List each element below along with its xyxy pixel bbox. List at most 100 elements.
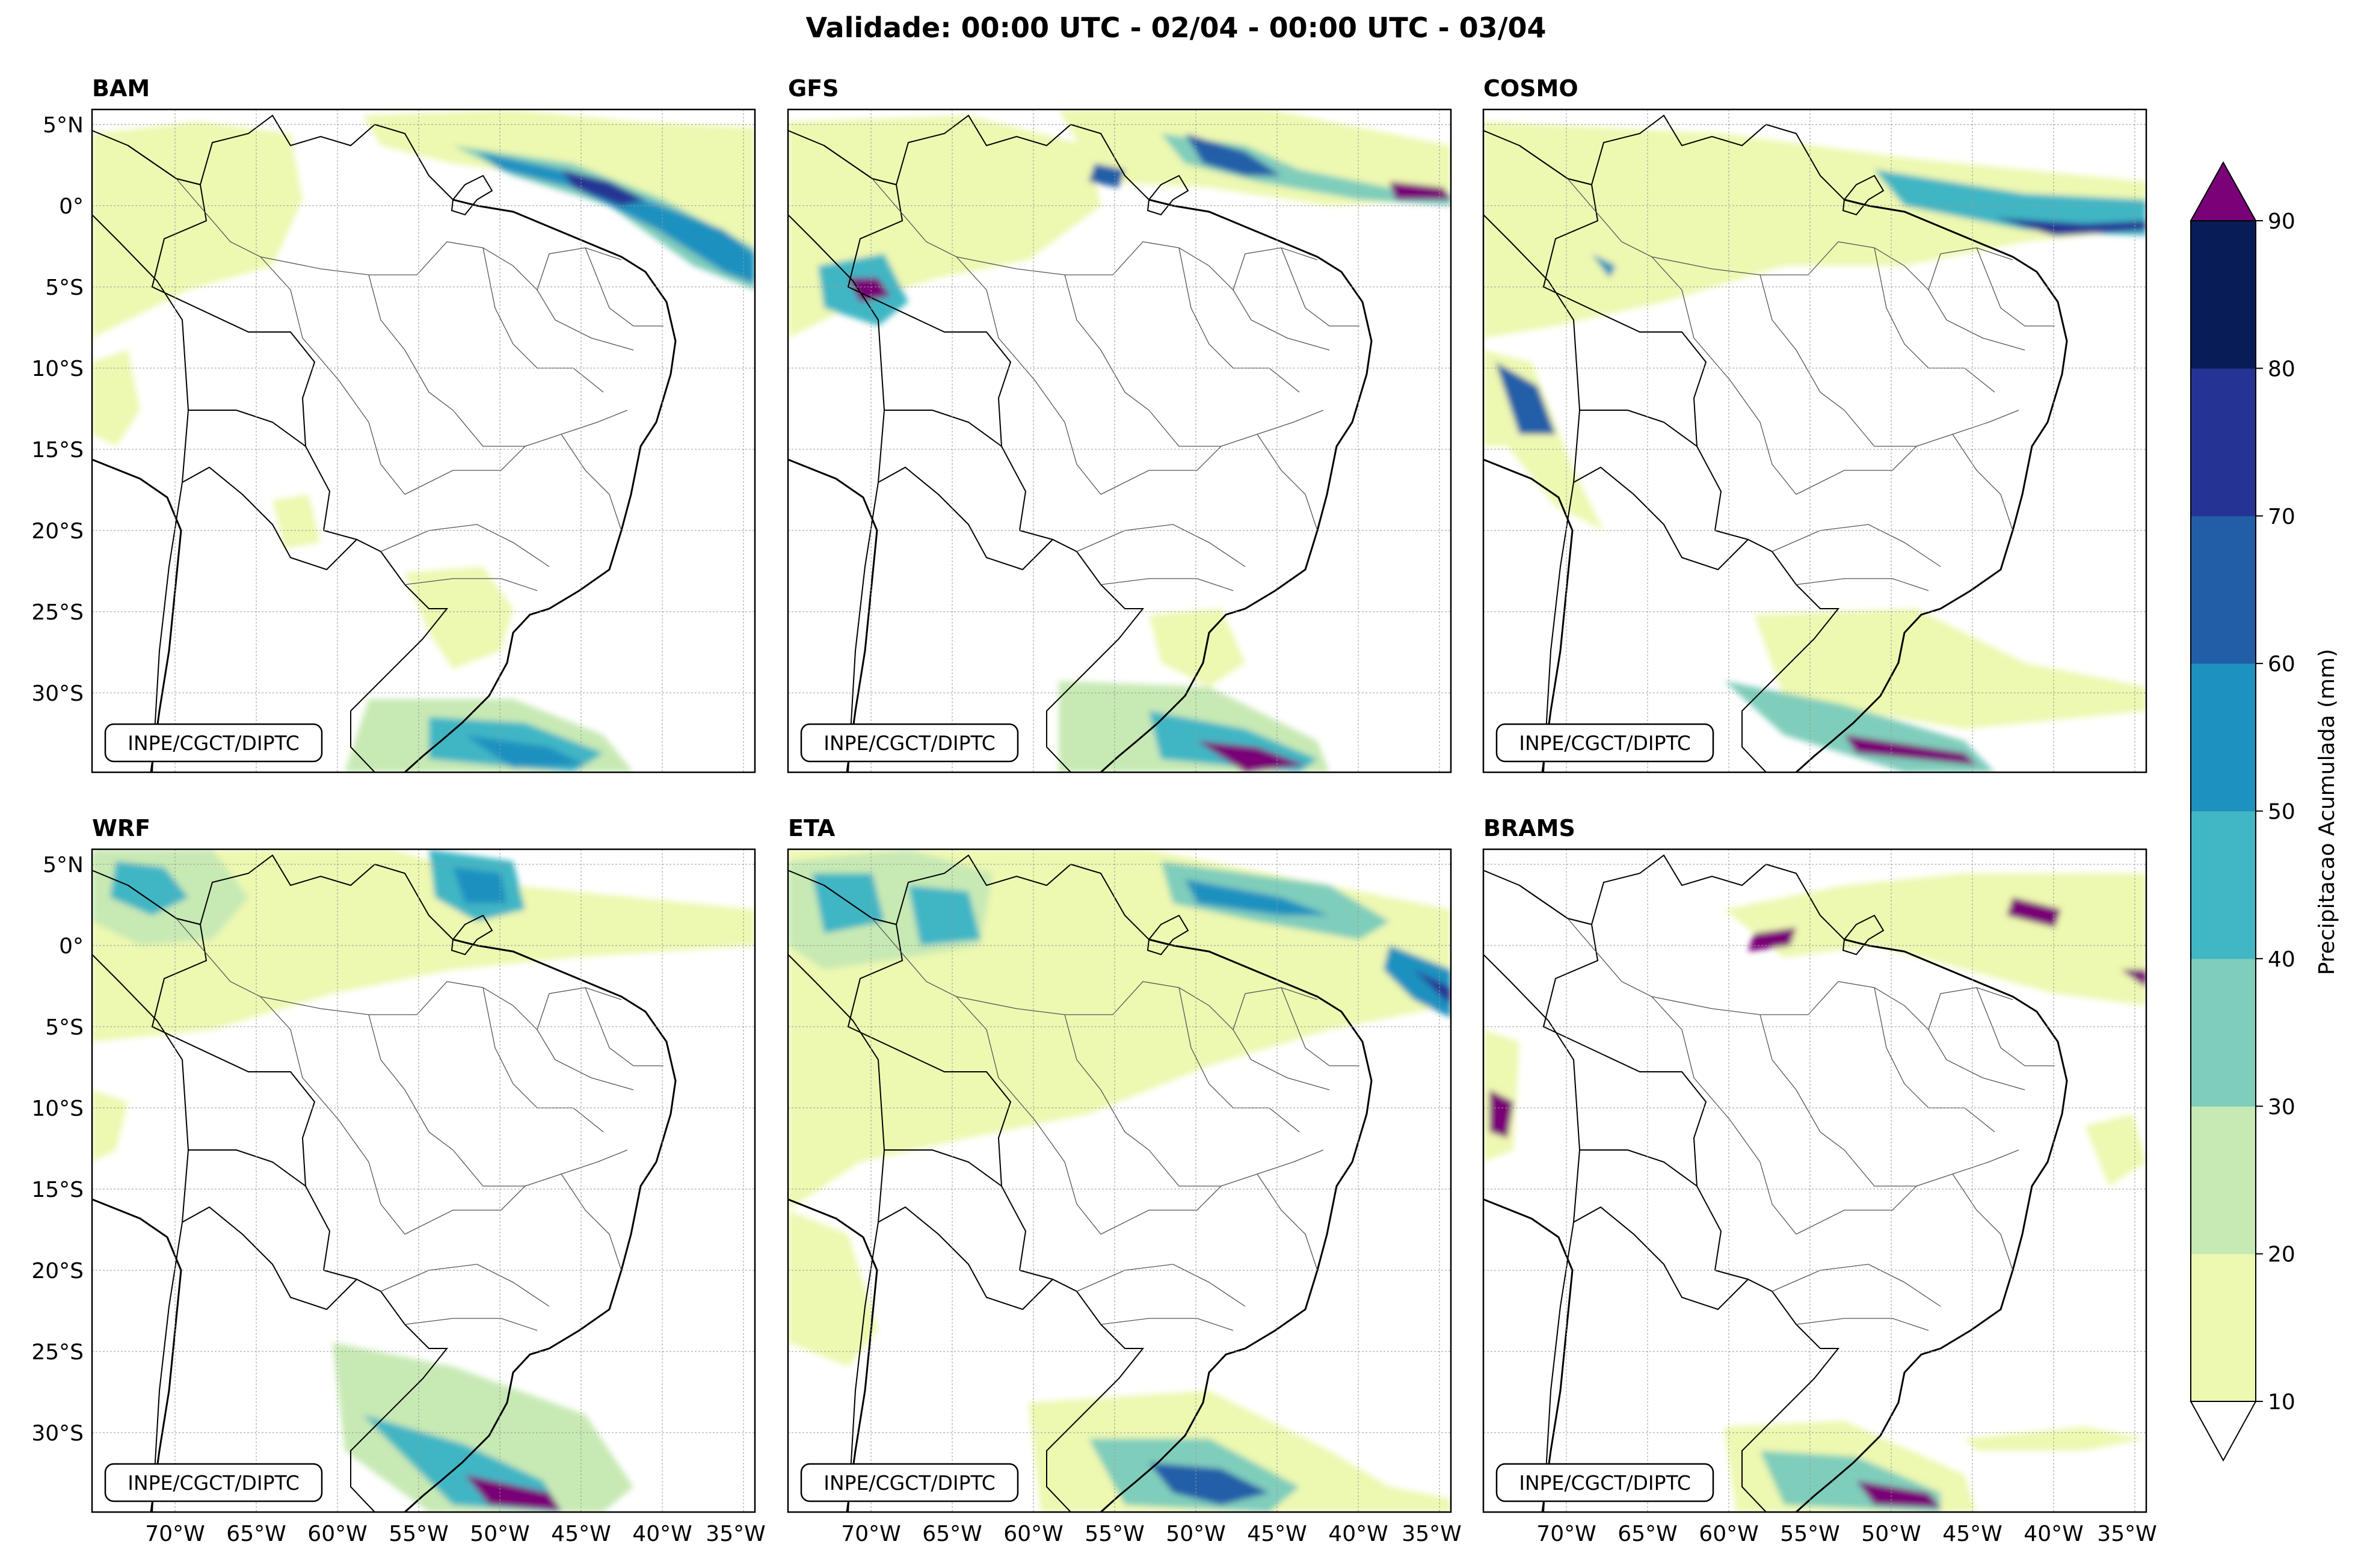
lon-tick-label: 40°W	[2024, 1522, 2083, 1546]
colorbar-band	[2191, 515, 2256, 664]
lat-tick-label: 5°S	[45, 1015, 84, 1040]
credit-box: INPE/CGCT/DIPTC	[800, 723, 1019, 763]
lon-axis: 70°W 65°W 60°W 55°W 50°W 45°W 40°W 35°W	[1536, 1522, 2156, 1546]
lon-tick-label: 70°W	[841, 1522, 900, 1546]
credit-box: INPE/CGCT/DIPTC	[104, 723, 323, 763]
lat-tick-label: 20°S	[31, 1259, 84, 1284]
lat-tick-label: 30°S	[31, 1421, 84, 1446]
colorbar-band	[2191, 368, 2256, 517]
lat-tick-label: 0°	[59, 934, 84, 959]
lon-tick-label: 70°W	[145, 1522, 205, 1546]
colorbar-label: Precipitacao Acumulada (mm)	[2315, 649, 2339, 976]
lon-tick-label: 50°W	[1861, 1522, 1921, 1546]
map-panel-bam: BAM INPE/CGCT/DIPTC 5°N 0	[31, 75, 756, 773]
colorbar-tick-label: 50	[2268, 800, 2295, 825]
lat-axis: 5°N 0° 5°S 10°S 15°S 20°S 25°S 30°S	[31, 853, 84, 1446]
lon-tick-label: 60°W	[1003, 1522, 1063, 1546]
credit-box: INPE/CGCT/DIPTC	[104, 1463, 323, 1502]
lat-tick-label: 5°N	[43, 853, 84, 878]
lon-axis: 70°W 65°W 60°W 55°W 50°W 45°W 40°W 35°W	[145, 1522, 765, 1546]
colorbar-under-arrow	[2190, 1401, 2257, 1462]
precip-field	[788, 849, 1451, 1512]
lon-tick-label: 35°W	[706, 1522, 765, 1546]
lat-tick-label: 5°N	[43, 113, 84, 138]
lon-tick-label: 65°W	[922, 1522, 982, 1546]
colorbar-tick-label: 20	[2268, 1243, 2295, 1267]
lon-tick-label: 50°W	[470, 1522, 529, 1546]
lat-tick-label: 20°S	[31, 519, 84, 544]
credit-label: INPE/CGCT/DIPTC	[128, 1471, 300, 1495]
lon-tick-label: 60°W	[1699, 1522, 1758, 1546]
panel-title: BAM	[92, 75, 150, 102]
panel-title: ETA	[788, 815, 836, 841]
colorbar-tick-label: 40	[2268, 947, 2295, 972]
credit-box: INPE/CGCT/DIPTC	[1495, 1463, 1714, 1502]
map-panel-cosmo: COSMO INPE/CGCT/DIPTC	[1482, 75, 2147, 773]
lat-tick-label: 25°S	[31, 600, 84, 625]
colorbar-band	[2191, 221, 2256, 369]
lat-tick-label: 15°S	[31, 438, 84, 463]
credit-label: INPE/CGCT/DIPTC	[823, 731, 996, 755]
lon-tick-label: 45°W	[1942, 1522, 2002, 1546]
lon-tick-label: 35°W	[1402, 1522, 1461, 1546]
lat-tick-label: 25°S	[31, 1340, 84, 1365]
lon-tick-label: 45°W	[551, 1522, 611, 1546]
figure-title: Validade: 00:00 UTC - 02/04 - 00:00 UTC …	[805, 11, 1546, 44]
lon-tick-label: 55°W	[1780, 1522, 1839, 1546]
colorbar-band	[2191, 1106, 2256, 1255]
lat-tick-label: 10°S	[31, 357, 84, 381]
precip-field	[1483, 121, 2146, 772]
panel-title: COSMO	[1483, 75, 1578, 102]
colorbar-band	[2191, 811, 2256, 959]
lon-tick-label: 35°W	[2097, 1522, 2156, 1546]
colorbar-over-arrow	[2190, 161, 2257, 221]
credit-box: INPE/CGCT/DIPTC	[1495, 723, 1714, 763]
precip-field	[1483, 873, 2146, 1512]
panel-frame	[91, 848, 756, 1513]
map-panel-wrf: WRF INPE/CGCT/DIPTC 5°N 0° 5°S	[31, 815, 765, 1546]
credit-label: INPE/CGCT/DIPTC	[823, 1471, 996, 1495]
lat-tick-label: 15°S	[31, 1178, 84, 1202]
panel-frame	[787, 108, 1452, 773]
colorbar-tick-label: 10	[2268, 1390, 2295, 1415]
colorbar-band	[2191, 958, 2256, 1107]
lon-tick-label: 70°W	[1536, 1522, 1596, 1546]
colorbar: 10 20 30 40 50 60 70 80 90 Precipitacao Acumulad…	[2190, 161, 2339, 1462]
credit-box: INPE/CGCT/DIPTC	[800, 1463, 1019, 1502]
lat-tick-label: 0°	[59, 194, 84, 219]
lon-tick-label: 60°W	[307, 1522, 367, 1546]
map-panel-gfs: GFS INPE/CGCT/DIPTC	[787, 75, 1452, 773]
lon-tick-label: 55°W	[389, 1522, 448, 1546]
lon-tick-label: 45°W	[1247, 1522, 1307, 1546]
panel-title: WRF	[92, 815, 150, 841]
lat-tick-label: 30°S	[31, 681, 84, 706]
panel-title: GFS	[788, 75, 839, 102]
colorbar-tick-label: 80	[2268, 357, 2295, 381]
lon-axis: 70°W 65°W 60°W 55°W 50°W 45°W 40°W 35°W	[841, 1522, 1461, 1546]
colorbar-band	[2191, 663, 2256, 811]
map-panel-brams: BRAMS INPE/CGCT/DIPTC 70°W	[1482, 815, 2157, 1546]
map-panel-eta: ETA INPE/CGCT/DIPTC 70	[787, 815, 1462, 1546]
panel-frame	[91, 108, 756, 773]
colorbar-tick-label: 60	[2268, 652, 2295, 677]
colorbar-tick-label: 30	[2268, 1095, 2295, 1119]
panel-title: BRAMS	[1483, 815, 1575, 841]
colorbar-tick-label: 70	[2268, 505, 2295, 529]
lon-tick-label: 55°W	[1085, 1522, 1144, 1546]
precip-field	[92, 109, 755, 772]
lat-axis: 5°N 0° 5°S 10°S 15°S 20°S 25°S 30°S	[31, 113, 84, 706]
credit-label: INPE/CGCT/DIPTC	[1519, 731, 1691, 755]
lon-tick-label: 65°W	[226, 1522, 286, 1546]
credit-label: INPE/CGCT/DIPTC	[128, 731, 300, 755]
colorbar-band	[2191, 1253, 2256, 1402]
precip-field	[92, 849, 755, 1512]
panel-frame	[787, 848, 1452, 1513]
lat-tick-label: 5°S	[45, 275, 84, 300]
credit-label: INPE/CGCT/DIPTC	[1519, 1471, 1691, 1495]
lon-tick-label: 40°W	[1328, 1522, 1388, 1546]
lon-tick-label: 50°W	[1166, 1522, 1225, 1546]
lon-tick-label: 40°W	[632, 1522, 692, 1546]
panel-frame	[1482, 848, 2147, 1513]
precip-field	[788, 109, 1451, 772]
